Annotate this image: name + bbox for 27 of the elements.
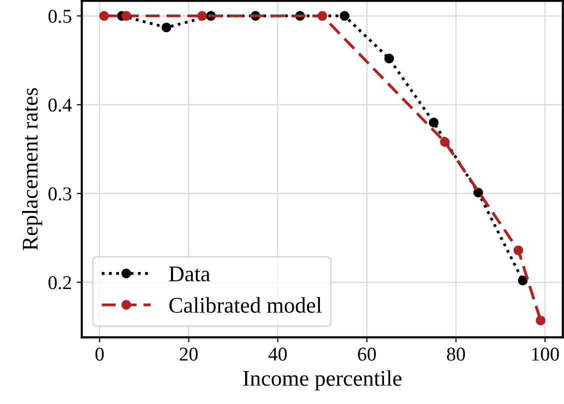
point xyxy=(340,11,350,21)
y-axis-title: Replacement rates xyxy=(22,88,42,250)
legend-label: Data xyxy=(169,266,210,282)
x-tick-label: 60 xyxy=(358,348,376,361)
point xyxy=(473,188,484,198)
y-tick-label: 0.5 xyxy=(48,10,72,23)
y-tick-label: 0.4 xyxy=(48,98,72,112)
x-tick-label: 80 xyxy=(446,348,465,361)
legend-label: Calibrated model xyxy=(169,297,322,313)
point xyxy=(162,22,172,32)
point xyxy=(440,137,450,147)
point xyxy=(317,11,328,21)
point xyxy=(384,54,394,64)
x-tick-label: 40 xyxy=(268,348,287,361)
y-tick-label: 0.3 xyxy=(48,187,72,201)
x-tick-label: 0 xyxy=(95,348,104,361)
y-tick-label: 0.2 xyxy=(48,276,71,290)
point xyxy=(197,11,207,21)
x-axis-title: Income percentile xyxy=(243,370,402,390)
x-tick-label: 100 xyxy=(532,348,559,361)
point xyxy=(121,11,132,21)
point xyxy=(99,11,109,21)
point xyxy=(513,245,524,256)
point xyxy=(536,316,546,326)
point xyxy=(428,118,439,128)
point xyxy=(518,276,528,286)
x-tick-label: 20 xyxy=(180,348,198,361)
